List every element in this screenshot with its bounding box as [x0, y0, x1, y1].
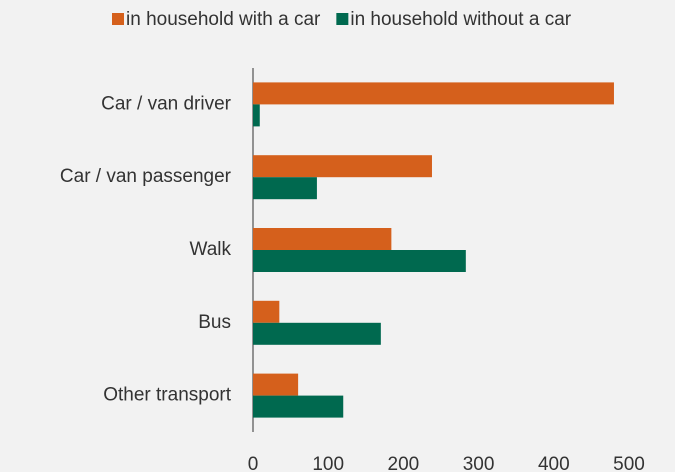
bar: [253, 82, 614, 105]
y-tick-label: Other transport: [103, 385, 231, 406]
x-tick-label: 400: [538, 454, 570, 472]
bar: [253, 250, 466, 272]
x-tick-label: 200: [388, 454, 420, 472]
y-tick-label: Walk: [189, 239, 231, 260]
x-tick-label: 300: [463, 454, 495, 472]
legend-label: in household with a car: [126, 9, 321, 30]
y-tick-label: Car / van driver: [101, 93, 232, 114]
bar: [253, 228, 392, 250]
bar: [253, 322, 381, 345]
y-tick-label: Car / van passenger: [60, 166, 232, 187]
x-tick-label: 500: [613, 454, 645, 472]
x-tick-label: 100: [312, 454, 344, 472]
bar: [253, 300, 280, 323]
bar: [253, 373, 299, 396]
bar: [253, 395, 344, 418]
y-tick-label: Bus: [198, 312, 231, 333]
x-tick-label: 0: [248, 454, 259, 472]
bar: [253, 155, 432, 178]
legend-label: in household without a car: [350, 9, 571, 30]
legend-swatch: [336, 13, 349, 25]
bar: [253, 177, 317, 200]
legend-swatch: [112, 13, 124, 25]
bar: [253, 104, 260, 127]
